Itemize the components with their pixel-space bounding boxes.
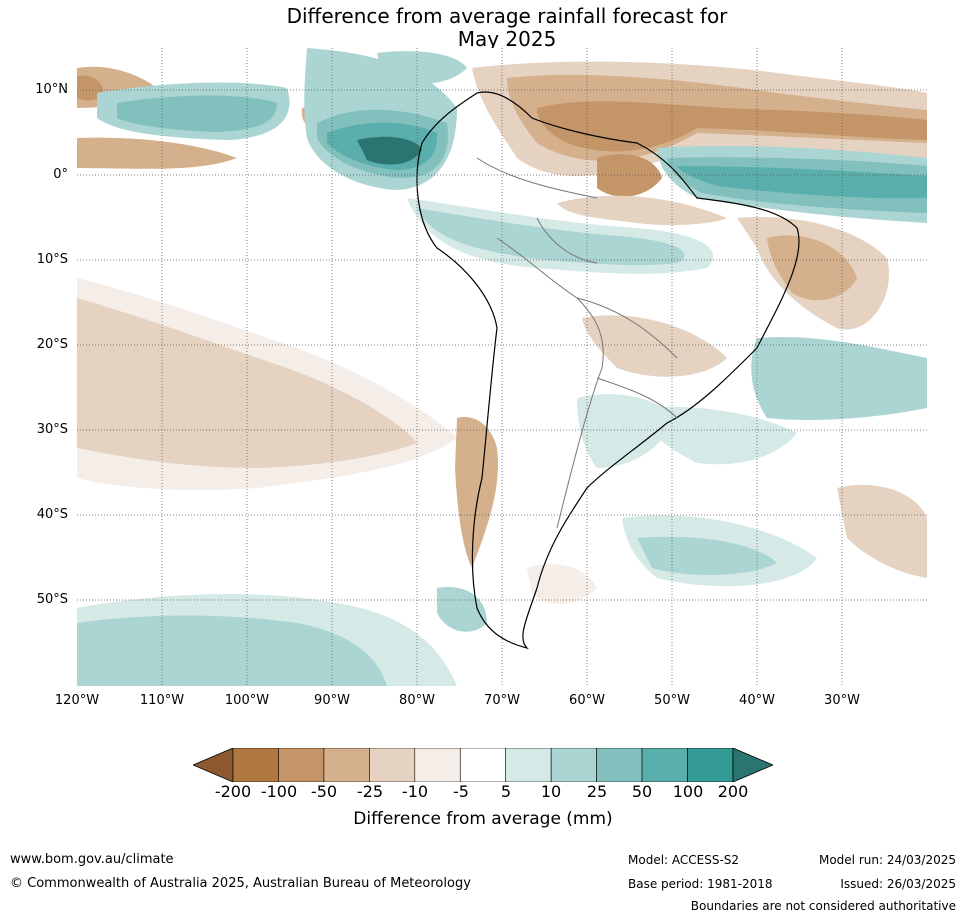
legend-tick: 10 <box>540 782 562 801</box>
lon-label-100w: 100°W <box>224 693 270 708</box>
country-borders <box>476 157 678 529</box>
legend-swatch <box>323 748 370 782</box>
lat-label-30s: 30°S <box>36 422 68 437</box>
legend-tick: -100 <box>260 782 298 801</box>
legend-swatch <box>641 748 688 782</box>
lat-label-10s: 10°S <box>36 252 68 267</box>
legend-label: Difference from average (mm) <box>353 809 613 829</box>
lon-label-80w: 80°W <box>399 693 435 708</box>
map-canvas <box>77 48 927 686</box>
lat-label-50s: 50°S <box>36 592 68 607</box>
map-title-line2: May 2025 <box>457 27 557 51</box>
legend-swatch <box>505 748 552 782</box>
wet-anomaly-regions <box>77 48 927 686</box>
lon-label-90w: 90°W <box>314 693 350 708</box>
legend-tick: -25 <box>356 782 384 801</box>
legend-swatch <box>232 748 279 782</box>
lon-label-40w: 40°W <box>739 693 775 708</box>
legend-tick: -200 <box>214 782 252 801</box>
legend-colorbar <box>193 748 773 782</box>
legend-arrow-high <box>732 748 773 782</box>
map-graticule <box>77 48 927 686</box>
model-name: Model: ACCESS-S2 <box>628 853 740 867</box>
legend-arrow-low <box>193 748 234 782</box>
boundary-disclaimer: Boundaries are not considered authoritat… <box>690 899 956 913</box>
legend-swatch <box>596 748 643 782</box>
lon-label-60w: 60°W <box>569 693 605 708</box>
lon-label-110w: 110°W <box>139 693 185 708</box>
lon-label-50w: 50°W <box>654 693 690 708</box>
lon-label-70w: 70°W <box>484 693 520 708</box>
legend-tick: -10 <box>401 782 429 801</box>
legend-swatch <box>459 748 507 782</box>
issued-date: Issued: 26/03/2025 <box>840 877 956 891</box>
lat-label-10n: 10°N <box>35 82 68 97</box>
legend-tick: -50 <box>310 782 338 801</box>
dry-anomaly-regions <box>77 61 927 604</box>
south-america-coastline <box>416 91 800 650</box>
legend-tick: 50 <box>631 782 653 801</box>
map-title-line1: Difference from average rainfall forecas… <box>286 4 728 28</box>
lon-label-30w: 30°W <box>824 693 860 708</box>
legend-swatch <box>550 748 597 782</box>
base-period: Base period: 1981-2018 <box>628 877 773 891</box>
lon-label-120w: 120°W <box>54 693 100 708</box>
legend-swatch <box>687 748 734 782</box>
legend-tick: 5 <box>500 782 512 801</box>
legend-tick: 200 <box>717 782 749 801</box>
lat-label-equator: 0° <box>53 167 68 182</box>
model-run-date: Model run: 24/03/2025 <box>818 853 956 867</box>
website-link[interactable]: www.bom.gov.au/climate <box>10 852 174 867</box>
legend-swatch <box>414 748 461 782</box>
lat-label-40s: 40°S <box>36 507 68 522</box>
legend-tick: 100 <box>672 782 704 801</box>
lat-label-20s: 20°S <box>36 337 68 352</box>
legend-swatch <box>278 748 325 782</box>
legend-swatch <box>369 748 416 782</box>
legend-tick: -5 <box>453 782 469 801</box>
rainfall-anomaly-map <box>77 48 927 686</box>
legend-tick: 25 <box>586 782 608 801</box>
copyright-text: © Commonwealth of Australia 2025, Austra… <box>10 876 471 891</box>
